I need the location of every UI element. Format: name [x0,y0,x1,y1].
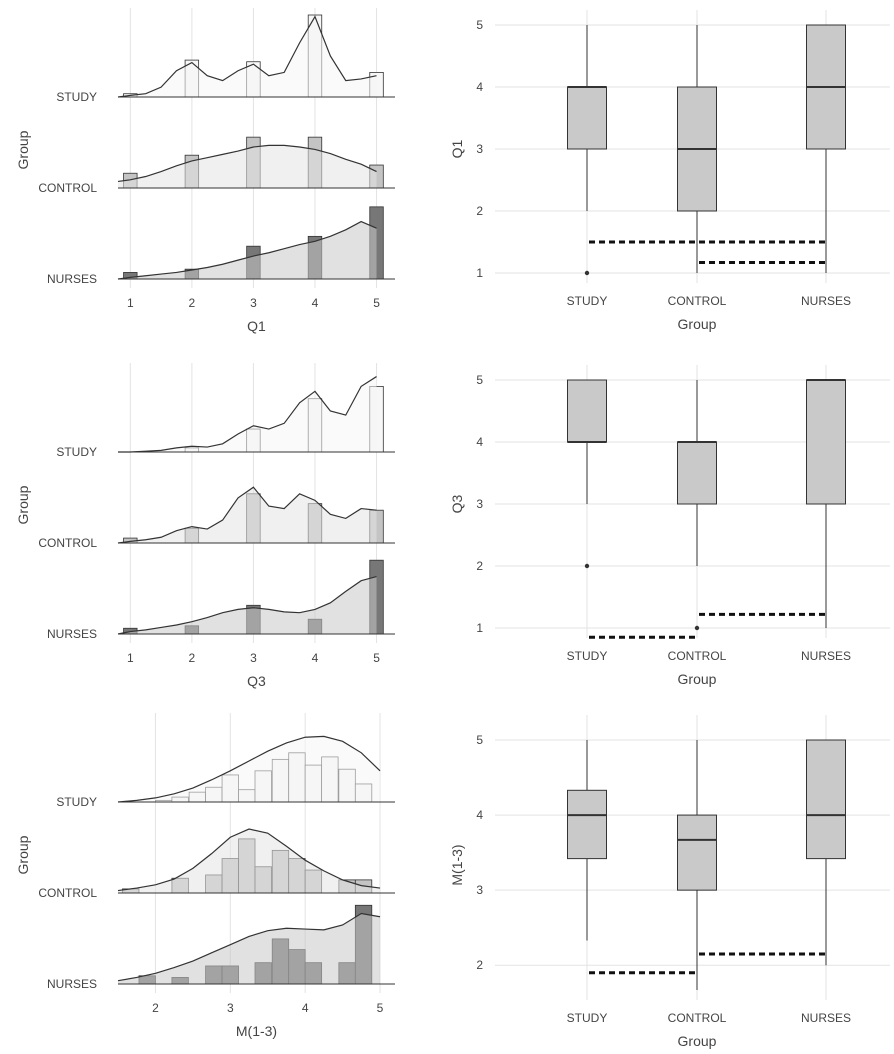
x-tick-label: CONTROL [668,294,727,308]
x-axis-label: Q1 [247,318,266,334]
x-tick-label: NURSES [801,1011,851,1025]
density-curve [117,144,377,183]
x-axis-label: Group [678,316,717,332]
x-tick-label: CONTROL [668,1011,727,1025]
group-label: STUDY [56,90,97,104]
group-label: STUDY [56,445,97,459]
density-area [118,736,381,802]
ridgeline-q1: STUDY CONTROL NURSES 1 2 3 4 5 Q1 Group [15,8,395,334]
density-area [118,829,381,893]
box [806,379,846,505]
boxplot-m13: 2 3 4 5 STUDY CONTROL NURSES Group M(1-3) [449,715,890,1049]
boxplot-q3: 1 2 3 4 5 STUDY CONTROL NURSES Group Q3 [449,365,890,687]
group-label: NURSES [47,272,97,286]
group-label: CONTROL [38,181,97,195]
outlier-point [694,625,700,631]
x-tick-label: 1 [127,296,134,310]
x-tick-label: 3 [250,296,257,310]
x-tick-label: 2 [189,296,196,310]
x-axis-label: Group [678,671,717,687]
density-area [118,913,381,984]
y-tick-label: 1 [476,621,483,635]
box [677,441,717,505]
x-tick-label: NURSES [801,294,851,308]
group-label: NURSES [47,627,97,641]
group-label: STUDY [56,795,97,809]
y-tick-label: 4 [476,808,483,822]
density-curve [117,912,381,982]
density-curve [117,735,381,803]
y-tick-label: 2 [476,559,483,573]
density-area [118,145,377,188]
y-tick-label: 4 [476,80,483,94]
x-tick-label: 1 [127,651,134,665]
x-tick-label: STUDY [567,294,608,308]
x-tick-label: STUDY [567,649,608,663]
density-area [118,487,377,543]
boxplot-q1: 1 2 3 4 5 STUDY CONTROL NURSES Group Q1 [449,10,890,332]
density-curve [118,376,377,453]
group-label: CONTROL [38,886,97,900]
density-curve [117,15,377,98]
ridgeline-q3: STUDY CONTROL NURSES 1 2 3 4 5 Q3 Group [15,363,395,689]
y-axis-label: M(1-3) [449,844,465,885]
density-curve [117,828,381,892]
x-tick-label: 5 [377,1001,384,1015]
x-tick-label: 4 [312,651,319,665]
y-axis-label: Group [15,130,31,169]
box [567,86,607,150]
box [567,789,607,860]
x-tick-label: STUDY [567,1011,608,1025]
y-tick-label: 5 [476,18,483,32]
x-axis-label: Q3 [247,673,266,689]
x-tick-label: 4 [312,296,319,310]
group-label: NURSES [47,977,97,991]
box [806,739,846,860]
y-tick-label: 5 [476,373,483,387]
y-axis-label: Q3 [449,494,465,513]
box [567,379,607,443]
x-tick-label: 5 [373,296,380,310]
density-curve [117,576,377,635]
x-axis-label: M(1-3) [236,1023,277,1039]
x-tick-label: CONTROL [668,649,727,663]
y-tick-label: 3 [476,142,483,156]
density-area [118,16,377,97]
y-tick-label: 1 [476,266,483,280]
group-label: CONTROL [38,536,97,550]
y-tick-label: 3 [476,497,483,511]
y-tick-label: 2 [476,958,483,972]
y-tick-label: 3 [476,883,483,897]
y-tick-label: 2 [476,204,483,218]
y-axis-label: Q1 [449,139,465,158]
density-curve [117,220,377,280]
x-axis-label: Group [678,1033,717,1049]
box [677,814,717,891]
x-tick-label: 5 [373,651,380,665]
x-tick-label: 3 [250,651,257,665]
x-tick-label: 2 [189,651,196,665]
x-tick-label: NURSES [801,649,851,663]
x-tick-label: 3 [227,1001,234,1015]
density-curve [117,486,377,544]
x-tick-label: 2 [152,1001,159,1015]
y-tick-label: 5 [476,733,483,747]
outlier-point [584,270,590,276]
density-area [118,576,377,634]
density-area [118,376,377,452]
y-axis-label: Group [15,485,31,524]
outlier-point [584,563,590,569]
x-tick-label: 4 [302,1001,309,1015]
density-area [118,221,377,279]
ridgeline-m13: STUDY CONTROL NURSES 2 3 4 5 M(1-3) Group [15,713,395,1039]
y-tick-label: 4 [476,435,483,449]
y-axis-label: Group [15,835,31,874]
